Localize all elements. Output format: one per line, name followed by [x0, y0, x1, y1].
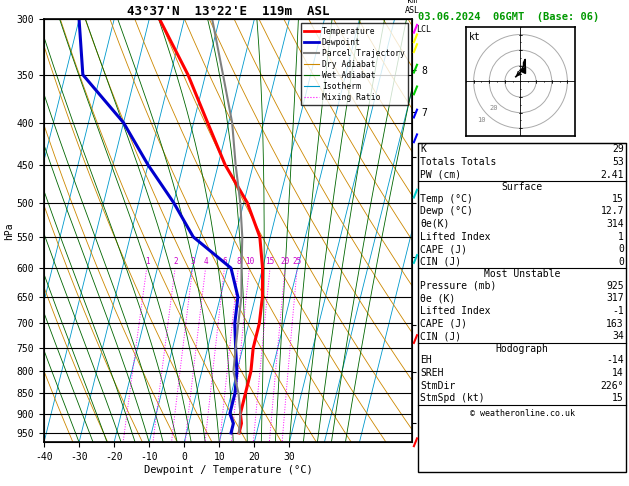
Text: StmSpd (kt): StmSpd (kt)	[420, 393, 485, 403]
Text: 6: 6	[222, 257, 227, 266]
Text: 0: 0	[618, 257, 624, 267]
Text: Most Unstable: Most Unstable	[484, 269, 560, 279]
Y-axis label: Mixing Ratio (g/kg): Mixing Ratio (g/kg)	[462, 180, 470, 282]
Text: θe (K): θe (K)	[420, 294, 455, 303]
Text: Surface: Surface	[501, 182, 543, 192]
Text: 29: 29	[612, 144, 624, 155]
X-axis label: Dewpoint / Temperature (°C): Dewpoint / Temperature (°C)	[143, 465, 313, 475]
Text: Lifted Index: Lifted Index	[420, 231, 491, 242]
Text: CAPE (J): CAPE (J)	[420, 244, 467, 254]
Text: 163: 163	[606, 319, 624, 329]
Text: CIN (J): CIN (J)	[420, 331, 461, 341]
Text: 314: 314	[606, 219, 624, 229]
Text: K: K	[420, 144, 426, 155]
Text: 20: 20	[489, 104, 498, 110]
Text: 4: 4	[203, 257, 208, 266]
Text: © weatheronline.co.uk: © weatheronline.co.uk	[470, 409, 574, 418]
Text: 2: 2	[173, 257, 177, 266]
Text: 2.41: 2.41	[601, 170, 624, 180]
Text: Lifted Index: Lifted Index	[420, 306, 491, 316]
Text: 14: 14	[612, 368, 624, 378]
Text: Temp (°C): Temp (°C)	[420, 193, 473, 204]
Text: StmDir: StmDir	[420, 381, 455, 391]
Text: 3: 3	[191, 257, 195, 266]
Text: 15: 15	[265, 257, 275, 266]
Text: CIN (J): CIN (J)	[420, 257, 461, 267]
Text: LCL: LCL	[416, 25, 431, 34]
Text: 1: 1	[618, 231, 624, 242]
Text: kt: kt	[469, 32, 481, 42]
Text: 10: 10	[477, 117, 485, 123]
Text: 53: 53	[612, 157, 624, 167]
Text: CAPE (J): CAPE (J)	[420, 319, 467, 329]
Text: -1: -1	[612, 306, 624, 316]
Text: Totals Totals: Totals Totals	[420, 157, 496, 167]
Text: 226°: 226°	[601, 381, 624, 391]
Text: Dewp (°C): Dewp (°C)	[420, 206, 473, 216]
Text: 03.06.2024  06GMT  (Base: 06): 03.06.2024 06GMT (Base: 06)	[418, 12, 599, 22]
Text: 12.7: 12.7	[601, 206, 624, 216]
Text: 34: 34	[612, 331, 624, 341]
Text: 10: 10	[245, 257, 254, 266]
Text: 317: 317	[606, 294, 624, 303]
Text: 1: 1	[145, 257, 149, 266]
Text: 0: 0	[618, 244, 624, 254]
Text: SREH: SREH	[420, 368, 443, 378]
Text: 8: 8	[236, 257, 241, 266]
Text: θe(K): θe(K)	[420, 219, 450, 229]
Y-axis label: hPa: hPa	[4, 222, 14, 240]
Text: 15: 15	[612, 193, 624, 204]
Text: PW (cm): PW (cm)	[420, 170, 461, 180]
Title: 43°37'N  13°22'E  119m  ASL: 43°37'N 13°22'E 119m ASL	[127, 5, 329, 18]
Text: -14: -14	[606, 355, 624, 365]
Text: 925: 925	[606, 281, 624, 291]
Text: Hodograph: Hodograph	[496, 344, 548, 354]
Text: Pressure (mb): Pressure (mb)	[420, 281, 496, 291]
Text: EH: EH	[420, 355, 432, 365]
Legend: Temperature, Dewpoint, Parcel Trajectory, Dry Adiabat, Wet Adiabat, Isotherm, Mi: Temperature, Dewpoint, Parcel Trajectory…	[301, 23, 408, 105]
Text: 20: 20	[281, 257, 290, 266]
Text: 15: 15	[612, 393, 624, 403]
Text: 25: 25	[292, 257, 302, 266]
Text: km
ASL: km ASL	[404, 0, 420, 15]
